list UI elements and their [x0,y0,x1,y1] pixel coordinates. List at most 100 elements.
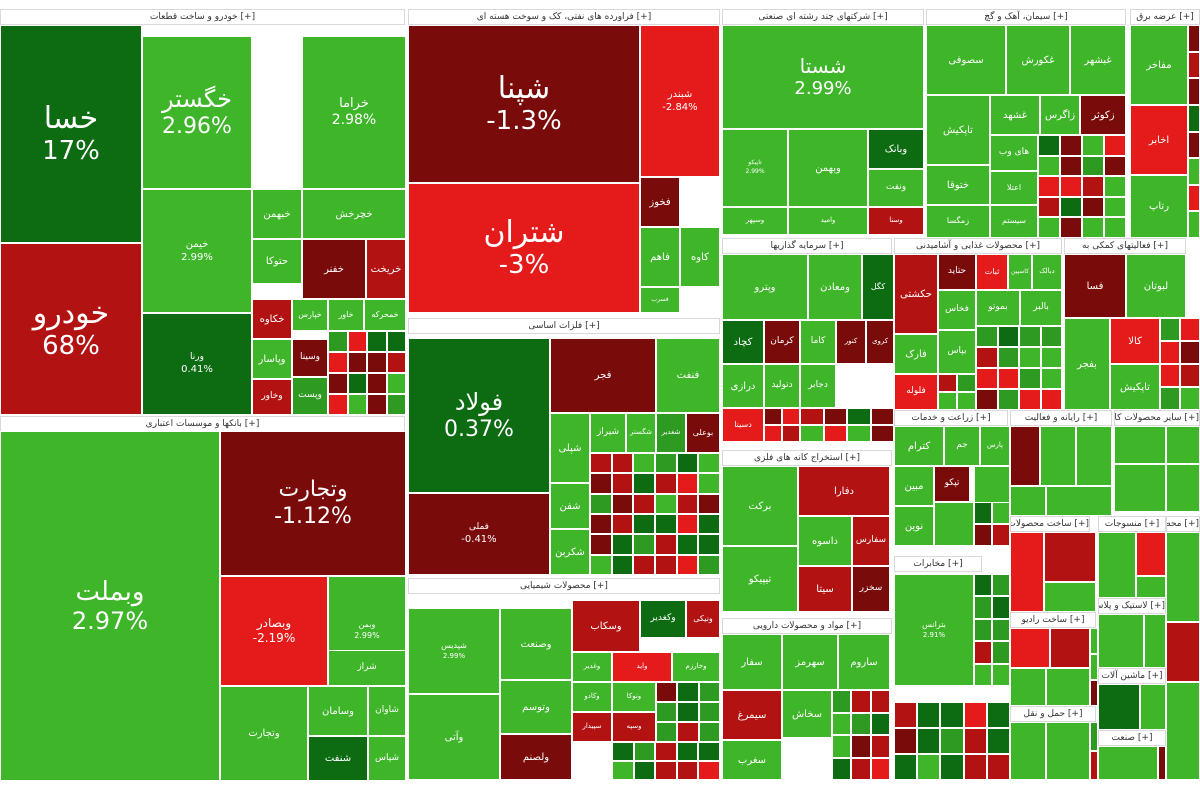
stock-tile-small[interactable] [992,502,1010,524]
stock-tile-small[interactable] [997,368,1019,389]
sector-title[interactable]: [+] فعالیتهای کمکی به [1064,238,1186,254]
stock-tile[interactable]: خکاوه [252,299,292,339]
stock-tile-small[interactable] [633,534,655,555]
stock-tile[interactable]: اعتلا [990,171,1038,205]
stock-tile-small[interactable] [590,534,612,555]
sector-title[interactable]: [+] ماشین آلات [1098,668,1166,684]
stock-tile[interactable]: کاما [800,320,836,364]
stock-tile-small[interactable] [698,761,720,780]
stock-tile-small[interactable] [698,493,720,514]
stock-tile-small[interactable] [611,473,634,494]
stock-tile-small[interactable] [847,425,871,442]
stock-tile[interactable]: بفجر [1064,318,1110,410]
stock-tile-small[interactable] [917,702,941,728]
stock-tile[interactable]: حتوکا [252,239,302,284]
stock-tile[interactable]: بموتو [976,290,1020,326]
stock-tile-small[interactable] [1082,217,1104,238]
stock-tile-small[interactable] [1090,680,1098,706]
stock-tile-small[interactable] [974,502,992,524]
stock-tile[interactable]: غکورش [1006,25,1070,95]
stock-tile-small[interactable] [611,514,634,535]
stock-tile[interactable]: وغدیر [572,652,612,682]
stock-tile-small[interactable] [655,761,677,780]
stock-tile-small[interactable] [1188,78,1200,105]
stock-tile[interactable]: دسینا [722,408,764,442]
stock-tile[interactable]: خسا 17% [0,25,142,243]
stock-tile-small[interactable] [611,453,634,474]
stock-tile[interactable]: شستا 2.99% [722,25,924,129]
stock-tile[interactable]: خیمن 2.99% [142,189,252,313]
stock-tile[interactable]: وکادو [572,682,612,712]
stock-tile[interactable]: دتولید [764,364,800,408]
stock-tile[interactable] [1010,426,1040,486]
stock-tile[interactable]: تاپیکو 2.99% [722,129,788,207]
stock-tile-small[interactable] [367,394,387,415]
stock-tile-small[interactable] [976,326,998,347]
stock-tile[interactable]: فنفت [656,338,720,413]
stock-tile[interactable]: کاسپین [1008,254,1032,290]
stock-tile[interactable] [1098,684,1140,730]
stock-tile-small[interactable] [974,524,992,546]
stock-tile-small[interactable] [974,618,992,642]
sector-title[interactable]: [+] مخابرات [894,556,982,572]
stock-tile[interactable]: تاپکیش [926,95,990,165]
stock-tile-small[interactable] [698,473,720,494]
sector-title[interactable]: [+] منسوجات [1098,516,1166,532]
stock-tile-small[interactable] [832,690,852,713]
stock-tile-small[interactable] [676,534,699,555]
stock-tile[interactable] [1136,576,1166,598]
stock-tile[interactable]: وخاور [252,379,292,415]
stock-tile[interactable] [1166,464,1200,512]
stock-tile[interactable]: خبهمن [252,189,302,239]
stock-tile[interactable]: پارس [980,426,1010,466]
stock-tile-small[interactable] [986,754,1010,780]
stock-tile[interactable]: خچرخش [302,189,406,239]
stock-tile-small[interactable] [367,373,387,394]
stock-tile[interactable]: اخابر [1130,105,1188,175]
stock-tile-small[interactable] [1104,155,1126,177]
stock-tile-small[interactable] [677,722,699,742]
stock-tile-small[interactable] [1060,176,1082,197]
stock-tile-small[interactable] [764,408,782,425]
stock-tile-small[interactable] [698,514,720,535]
stock-tile-small[interactable] [386,394,406,415]
stock-tile-small[interactable] [1188,158,1200,185]
stock-tile-small[interactable] [1060,196,1082,218]
stock-tile-small[interactable] [328,352,348,373]
stock-tile[interactable]: ساروم [838,634,890,690]
stock-tile-small[interactable] [633,761,656,780]
stock-tile[interactable]: شبندر -2.84% [640,25,720,177]
stock-tile[interactable]: وسپهر [722,207,788,235]
stock-tile[interactable]: فارک [894,334,938,374]
stock-tile-small[interactable] [633,514,655,535]
stock-tile[interactable]: وبهمن [788,129,868,207]
stock-tile[interactable] [1144,614,1166,668]
stock-tile-small[interactable] [655,742,677,761]
stock-tile[interactable]: واید [612,652,672,682]
stock-tile-small[interactable] [590,493,612,514]
stock-tile-small[interactable] [963,728,987,754]
stock-tile[interactable]: سپیدار [572,712,612,742]
stock-tile[interactable]: وتوسم [500,680,572,734]
stock-tile-small[interactable] [1180,387,1200,410]
stock-tile[interactable]: سغرب [722,740,782,780]
sector-title[interactable]: [+] خودرو و ساخت قطعات [0,9,405,25]
stock-tile[interactable]: شپنا -1.3% [408,25,640,183]
sector-title[interactable]: [+] زراعت و خدمات [894,410,1008,426]
sector-title[interactable]: [+] عرضه برق [1130,9,1200,25]
stock-tile[interactable]: خفنر [302,239,366,299]
stock-tile[interactable]: فولاد 0.37% [408,338,550,493]
stock-tile-small[interactable] [1082,176,1104,197]
stock-tile-small[interactable] [832,757,852,780]
stock-tile-small[interactable] [1160,341,1180,364]
stock-tile-small[interactable] [386,373,406,394]
stock-tile-small[interactable] [764,425,782,442]
stock-tile-small[interactable] [1040,347,1062,368]
stock-tile-small[interactable] [655,534,677,555]
stock-tile-small[interactable] [894,728,918,754]
stock-tile[interactable]: ولصنم [500,734,572,780]
stock-tile[interactable]: وسنا [868,207,924,235]
stock-tile-small[interactable] [823,425,847,442]
stock-tile[interactable]: شنفت [308,736,368,781]
stock-tile-small[interactable] [974,574,992,597]
